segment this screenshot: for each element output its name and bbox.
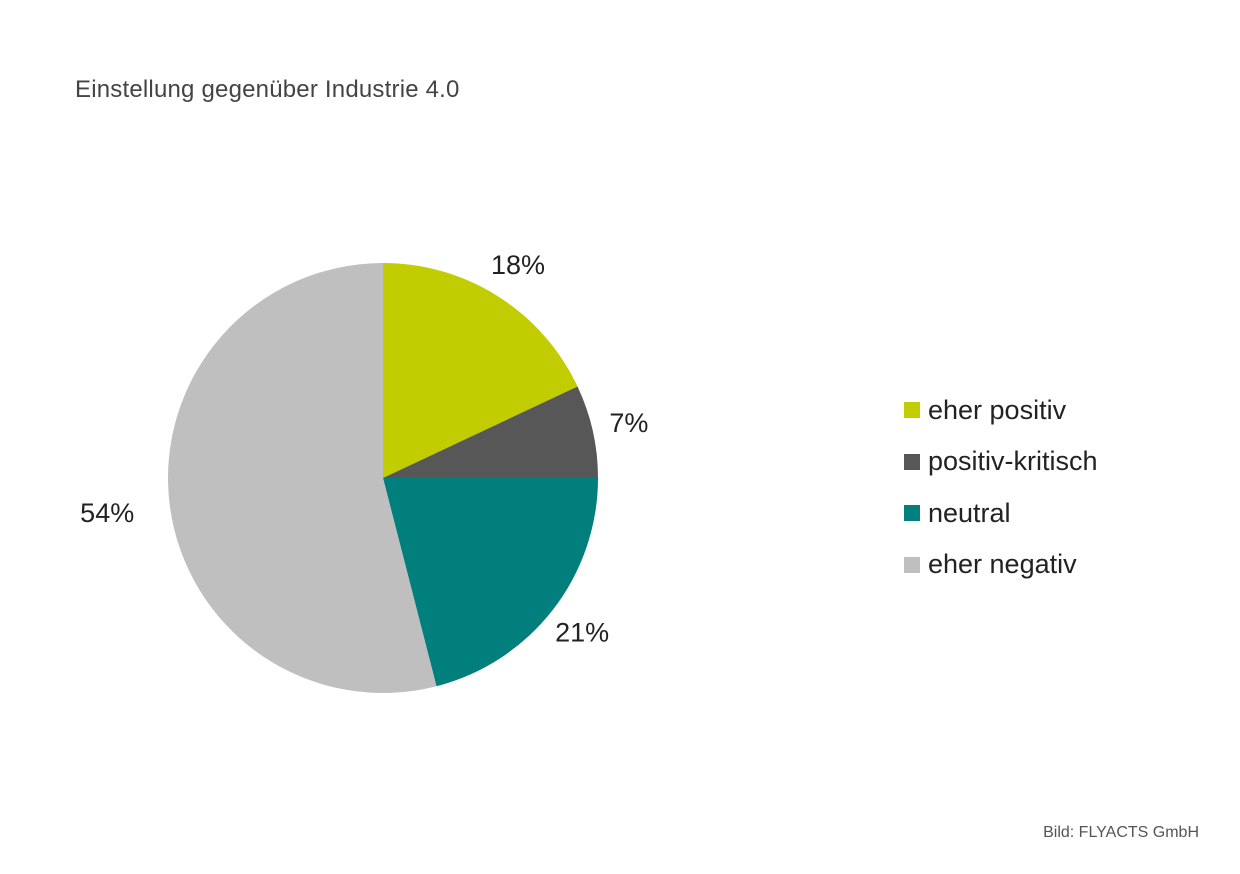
legend-item-eher-negativ: eher negativ (904, 548, 1098, 582)
legend-item-positiv-kritisch: positiv-kritisch (904, 445, 1098, 479)
legend-item-eher-positiv: eher positiv (904, 393, 1098, 427)
legend-swatch-positiv-kritisch (904, 453, 920, 470)
legend-label-neutral: neutral (928, 497, 1011, 528)
legend-swatch-neutral (904, 505, 920, 521)
chart-title: Einstellung gegenüber Industrie 4.0 (75, 76, 460, 103)
pie-value-labels: 18% 7% 21% 54% (80, 250, 648, 647)
pie-slice-eher-positiv (383, 263, 578, 478)
image-source-credit: Bild: FLYACTS GmbH (1043, 824, 1199, 841)
pie-value-label-eher-positiv: 18% (491, 250, 545, 280)
chart-legend: eher positiv positiv-kritisch neutral eher … (904, 393, 1098, 599)
pie-value-label-positiv-kritisch: 7% (609, 408, 648, 438)
pie-slice-positiv-kritisch (383, 386, 598, 478)
legend-label-positiv-kritisch: positiv-kritisch (928, 446, 1098, 476)
legend-swatch-eher-positiv (904, 402, 920, 418)
legend-label-eher-negativ: eher negativ (928, 549, 1077, 579)
legend-label-eher-positiv: eher positiv (928, 394, 1067, 425)
legend-swatch-eher-negativ (904, 556, 920, 573)
pie-slices (168, 263, 598, 693)
pie-slice-neutral (383, 478, 598, 687)
legend-item-neutral: neutral (904, 496, 1098, 530)
pie-value-label-neutral: 21% (555, 618, 609, 648)
pie-slice-eher-negativ (168, 263, 437, 693)
pie-value-label-eher-negativ: 54% (80, 498, 134, 528)
